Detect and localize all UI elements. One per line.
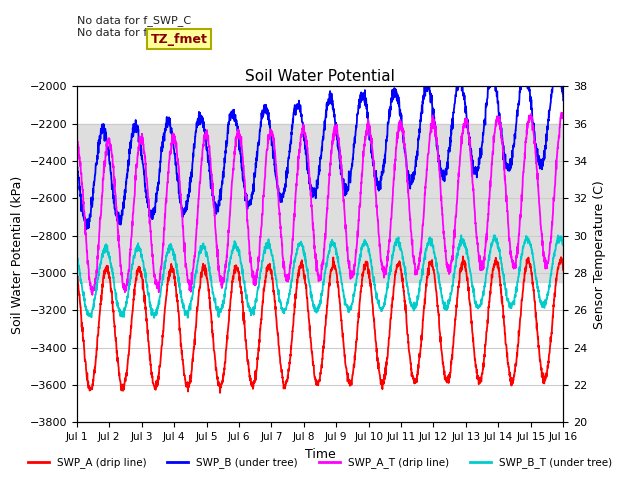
Text: No data for f_SWP_C: No data for f_SWP_C: [77, 15, 191, 26]
X-axis label: Time: Time: [305, 448, 335, 461]
Y-axis label: Soil Water Potential (kPa): Soil Water Potential (kPa): [11, 175, 24, 334]
Legend: SWP_A (drip line), SWP_B (under tree), SWP_A_T (drip line), SWP_B_T (under tree): SWP_A (drip line), SWP_B (under tree), S…: [24, 453, 616, 472]
Text: TZ_fmet: TZ_fmet: [150, 33, 207, 46]
Y-axis label: Sensor Temperature (C): Sensor Temperature (C): [593, 180, 605, 329]
Text: No data for f_SWP_C_T: No data for f_SWP_C_T: [77, 27, 204, 38]
Title: Soil Water Potential: Soil Water Potential: [245, 69, 395, 84]
Bar: [77, 124, 563, 282]
